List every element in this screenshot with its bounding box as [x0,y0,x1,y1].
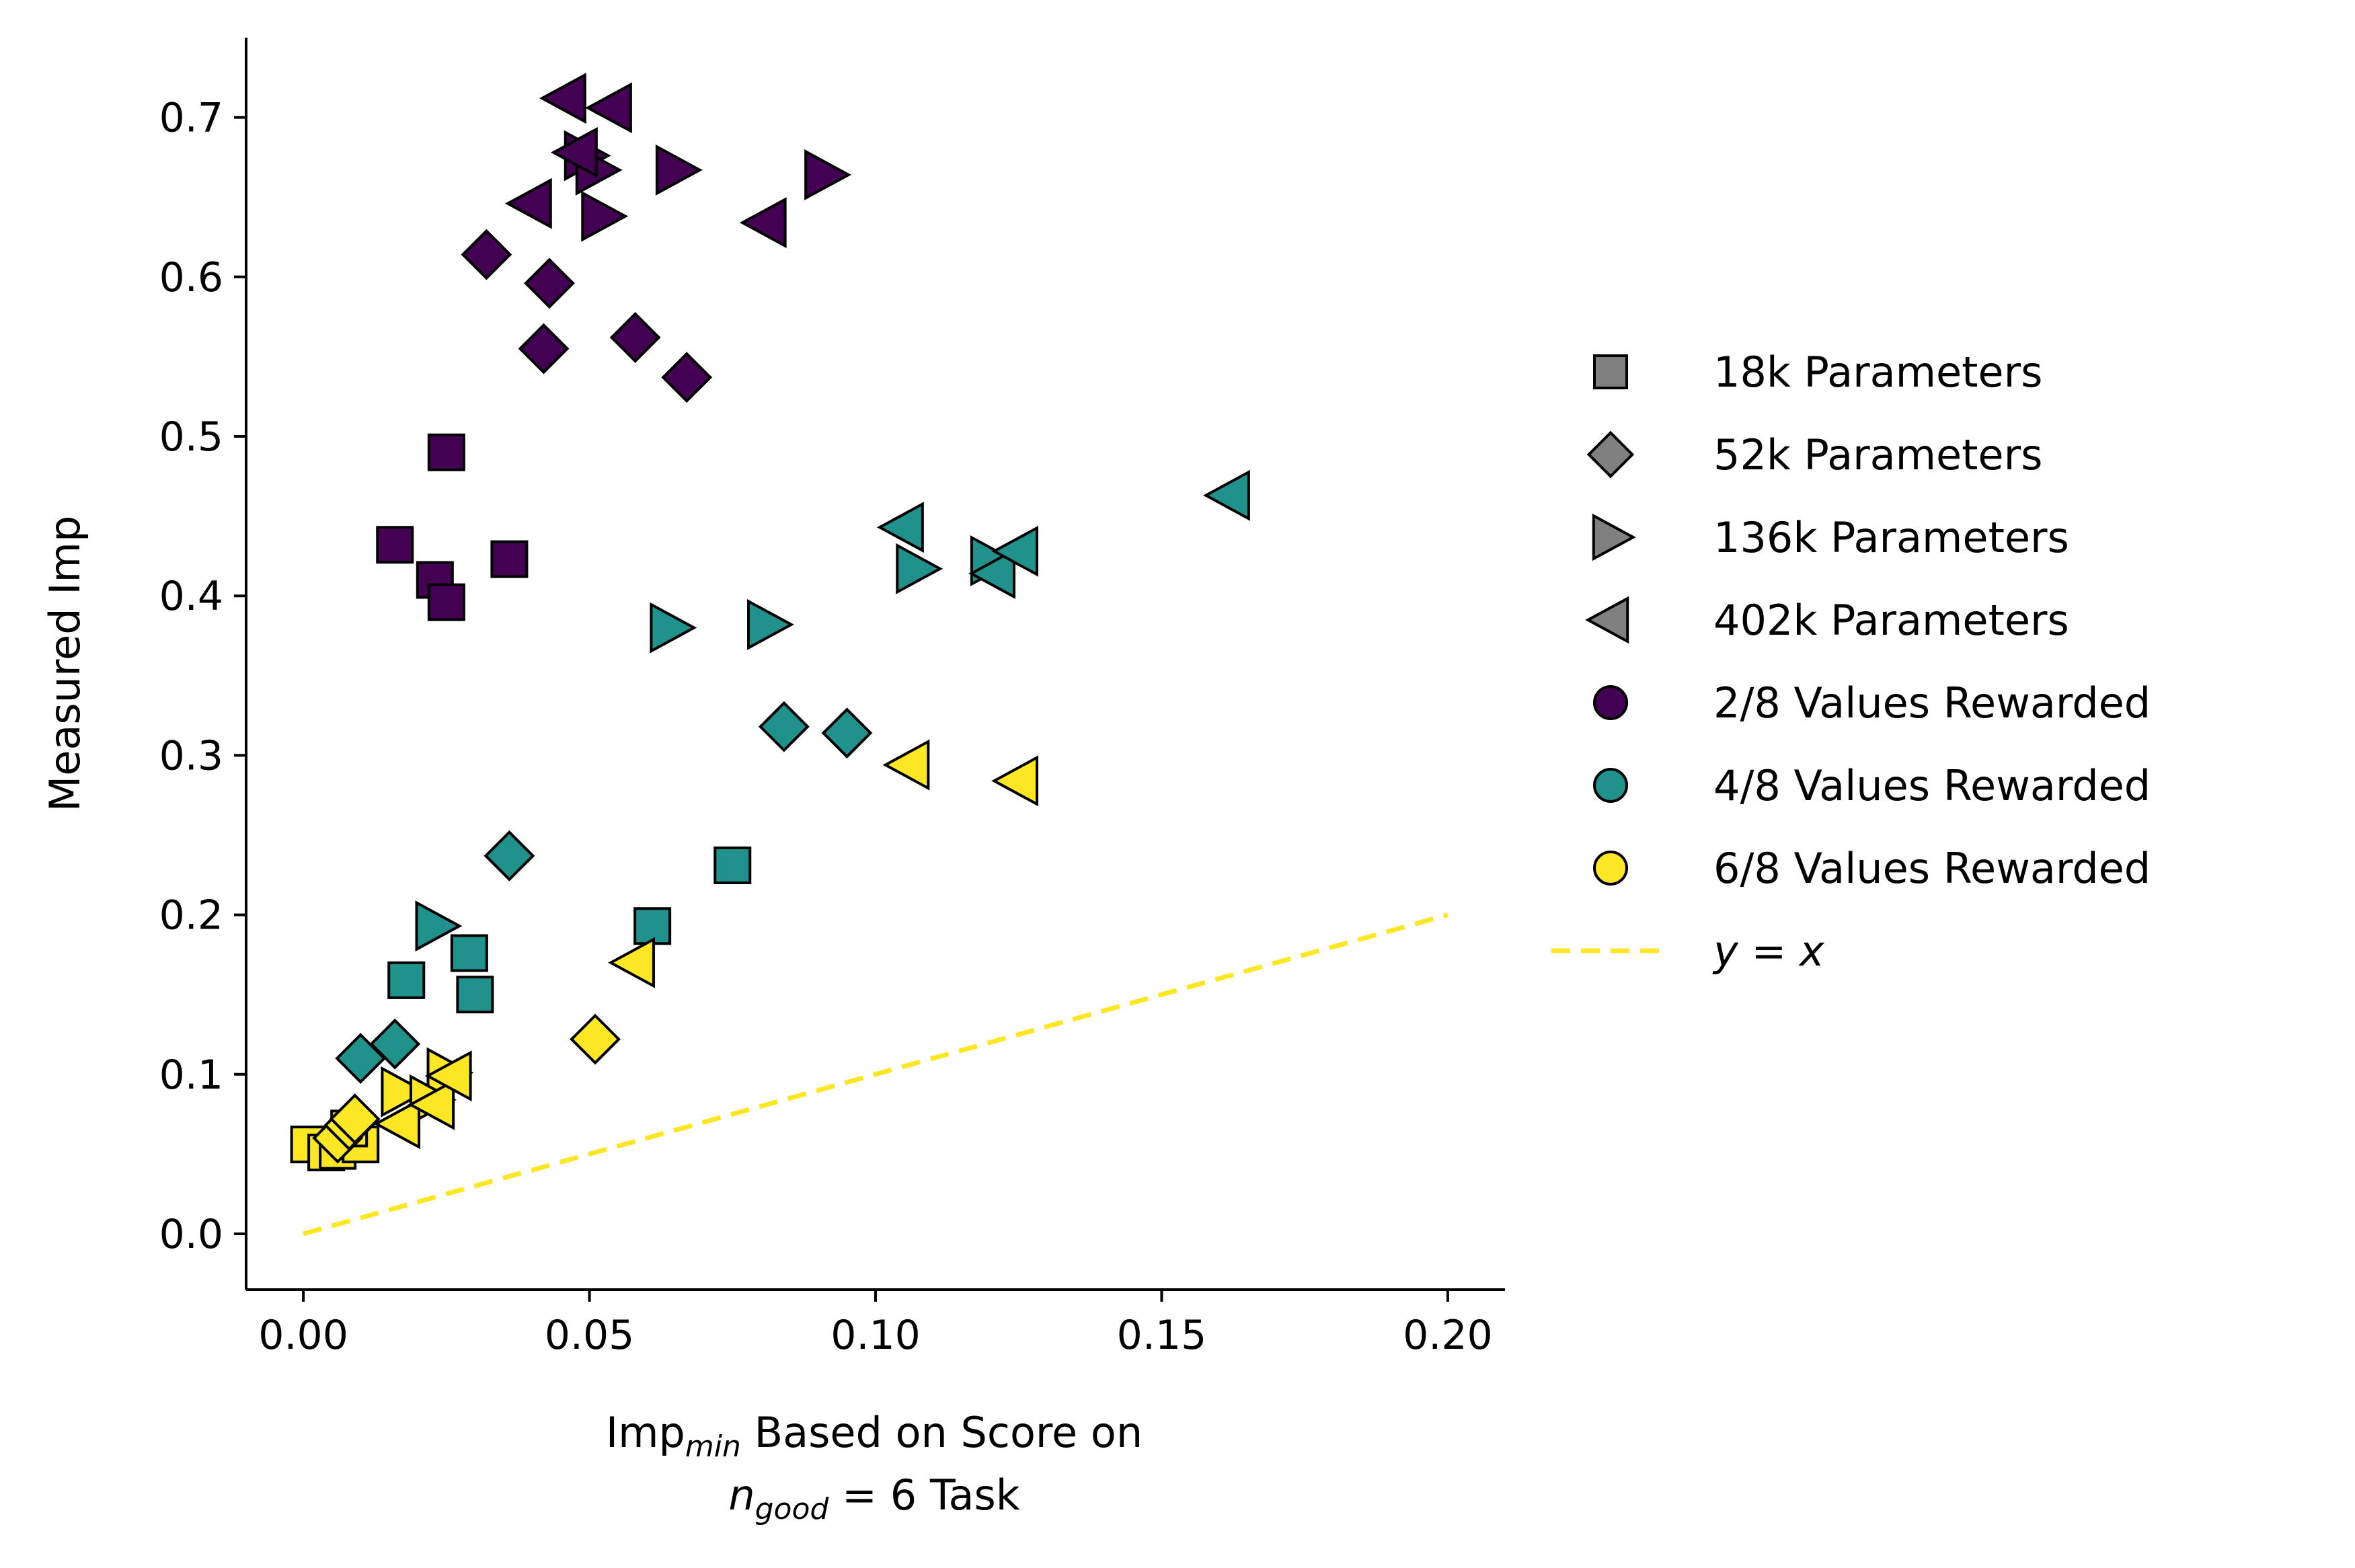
data-point-triangle-left [550,126,598,178]
data-point-diamond [518,323,570,375]
y-tick-label: 0.4 [159,573,223,620]
legend-marker-circle [1593,685,1628,720]
x-tick-label: 0.15 [1117,1312,1207,1359]
legend-label: 402k Parameters [1713,596,2069,645]
data-point-triangle-left [968,548,1015,599]
x-axis-label-main: Imp [606,1408,685,1457]
legend-label: 52k Parameters [1713,430,2042,479]
data-point-diamond [758,701,810,752]
legend-label: 136k Parameters [1713,513,2069,562]
data-points [290,73,1250,1172]
data-point-triangle-right [415,900,463,952]
data-point-triangle-left [373,1098,421,1150]
legend-label: 18k Parameters [1713,348,2042,397]
y-tick-label: 0.5 [159,414,223,461]
data-point-triangle-left [876,502,924,553]
legend-marker-diamond [1586,430,1635,479]
data-point-triangle-left [739,197,787,249]
y-ticks: 0.0 0.1 0.2 0.3 0.4 0.5 0.6 0.7 [159,95,246,1258]
data-point-triangle-left [584,82,632,134]
data-point-triangle-left [408,1079,455,1130]
reference-line-y-equals-x [303,912,1449,1237]
data-point-triangle-left [991,755,1039,807]
data-point-square [387,961,426,999]
x-tick-label: 0.05 [545,1312,635,1359]
data-point-diamond [570,1013,621,1065]
data-point-triangle-left [504,178,552,229]
data-point-diamond [369,1018,421,1070]
legend-label: 6/8 Values Rewarded [1713,844,2151,893]
y-tick-label: 0.3 [159,732,223,779]
y-tick-label: 0.6 [159,254,223,301]
legend-label: y = x [1712,927,1825,976]
x-tick-label: 0.20 [1403,1312,1493,1359]
data-point-diamond [484,830,535,881]
legend-marker-triangle-left [1585,596,1629,644]
x-axis-label-line2: ngood = 6 Task [728,1471,1019,1526]
data-point-triangle-right [655,144,703,196]
y-tick-label: 0.1 [159,1052,223,1099]
x-axis-label-variable-subscript: good [755,1492,830,1526]
legend-marker-triangle-right [1592,513,1636,561]
data-point-triangle-right [381,1066,428,1118]
data-point-diamond [609,312,661,363]
data-point-triangle-left [882,739,930,791]
x-tick-label: 0.00 [258,1312,348,1359]
data-point-square [427,583,465,621]
data-point-triangle-left [991,525,1039,577]
data-point-square [456,976,494,1014]
x-ticks: 0.00 0.05 0.10 0.15 0.20 [258,1290,1493,1359]
data-point-square [450,934,488,972]
data-point-diamond [821,707,873,759]
legend-label: 4/8 Values Rewarded [1713,761,2151,810]
data-point-triangle-right [581,190,629,242]
data-point-triangle-right [804,149,852,200]
data-point-diamond [461,229,512,280]
x-axis-label-task: = 6 Task [828,1471,1019,1520]
legend: 18k Parameters 52k Parameters 136k Paramet… [1551,348,2151,976]
x-axis-label-subscript: min [685,1429,741,1464]
data-point-triangle-right [650,602,697,654]
data-point-triangle-left [539,73,586,124]
y-tick-label: 0.0 [159,1211,223,1258]
y-tick-label: 0.7 [159,95,223,142]
y-axis-label: Measured Imp [40,516,89,812]
legend-marker-circle [1593,768,1628,803]
legend-label: 2/8 Values Rewarded [1713,678,2151,728]
data-point-square [633,907,672,945]
data-point-triangle-left [424,1050,472,1102]
data-point-triangle-left [608,937,655,988]
data-point-triangle-right [896,543,943,594]
data-point-square [376,526,414,564]
legend-marker-square [1593,354,1628,389]
x-axis-label-rest: Based on Score on [741,1408,1143,1457]
data-point-diamond [329,1093,381,1145]
data-point-diamond [661,352,713,403]
data-point-triangle-right [747,598,794,650]
data-point-triangle-left [1202,469,1250,521]
x-tick-label: 0.10 [831,1312,921,1359]
x-axis-label-variable: n [728,1471,755,1520]
y-tick-label: 0.2 [159,892,223,939]
data-point-diamond [524,258,575,309]
x-axis-label-line1: Impmin Based on Score on [606,1408,1143,1464]
data-point-square [490,540,529,578]
legend-marker-circle [1593,851,1628,886]
data-point-square [427,433,465,471]
data-point-square [713,847,752,885]
